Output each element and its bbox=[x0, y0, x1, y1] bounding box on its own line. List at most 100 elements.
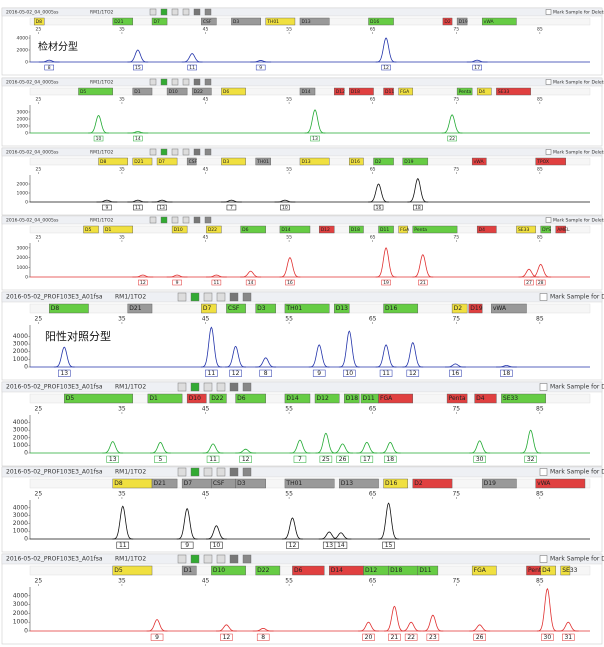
marker-box[interactable] bbox=[151, 17, 168, 26]
toolbar-icon[interactable] bbox=[160, 148, 168, 156]
marker-box[interactable] bbox=[255, 565, 281, 576]
allele-box[interactable] bbox=[226, 204, 237, 211]
allele-box[interactable] bbox=[426, 633, 440, 641]
toolbar-icon[interactable] bbox=[177, 554, 187, 564]
allele-box[interactable] bbox=[473, 455, 486, 463]
allele-box[interactable] bbox=[293, 455, 307, 463]
marker-box[interactable] bbox=[64, 393, 134, 404]
toolbar-icon[interactable] bbox=[171, 8, 179, 16]
marker-box[interactable] bbox=[112, 565, 153, 576]
allele-box[interactable] bbox=[187, 64, 197, 71]
delete-checkbox[interactable] bbox=[539, 555, 548, 563]
marker-box[interactable] bbox=[446, 393, 468, 404]
allele-box[interactable] bbox=[102, 204, 112, 211]
allele-box[interactable] bbox=[259, 369, 272, 377]
allele-box[interactable] bbox=[524, 279, 534, 286]
marker-box[interactable] bbox=[456, 17, 468, 26]
marker-box[interactable] bbox=[476, 225, 497, 234]
allele-box[interactable] bbox=[382, 541, 395, 549]
allele-box[interactable] bbox=[280, 204, 290, 211]
marker-box[interactable] bbox=[383, 87, 394, 96]
marker-box[interactable] bbox=[299, 87, 316, 96]
allele-box[interactable] bbox=[310, 135, 320, 142]
marker-box[interactable] bbox=[221, 157, 246, 166]
toolbar-icon[interactable] bbox=[203, 292, 213, 302]
marker-box[interactable] bbox=[451, 303, 468, 314]
toolbar-icon[interactable] bbox=[229, 554, 239, 564]
marker-box[interactable] bbox=[166, 87, 188, 96]
allele-box[interactable] bbox=[379, 369, 393, 377]
allele-box[interactable] bbox=[205, 369, 218, 377]
marker-box[interactable] bbox=[284, 303, 330, 314]
allele-box[interactable] bbox=[58, 369, 71, 377]
toolbar-icon[interactable] bbox=[182, 78, 190, 86]
delete-checkbox[interactable] bbox=[545, 217, 552, 223]
toolbar-icon[interactable] bbox=[216, 382, 226, 392]
marker-box[interactable] bbox=[255, 303, 276, 314]
allele-box[interactable] bbox=[447, 135, 457, 142]
marker-box[interactable] bbox=[555, 225, 566, 234]
allele-box[interactable] bbox=[362, 633, 375, 641]
marker-box[interactable] bbox=[368, 17, 394, 26]
allele-box[interactable] bbox=[93, 135, 104, 142]
allele-box[interactable] bbox=[180, 541, 194, 549]
allele-box[interactable] bbox=[562, 633, 575, 641]
marker-box[interactable] bbox=[378, 225, 394, 234]
marker-box[interactable] bbox=[412, 225, 458, 234]
toolbar-icon[interactable] bbox=[190, 292, 200, 302]
marker-box[interactable] bbox=[535, 478, 586, 489]
marker-box[interactable] bbox=[496, 87, 531, 96]
toolbar-icon[interactable] bbox=[204, 8, 212, 16]
toolbar-icon[interactable] bbox=[171, 148, 179, 156]
toolbar-icon[interactable] bbox=[204, 148, 212, 156]
marker-box[interactable] bbox=[78, 87, 113, 96]
allele-box[interactable] bbox=[383, 455, 397, 463]
allele-box[interactable] bbox=[255, 64, 266, 71]
marker-box[interactable] bbox=[151, 478, 178, 489]
marker-box[interactable] bbox=[349, 87, 374, 96]
toolbar-icon[interactable] bbox=[203, 554, 213, 564]
marker-box[interactable] bbox=[378, 393, 414, 404]
toolbar-icon[interactable] bbox=[216, 292, 226, 302]
allele-box[interactable] bbox=[157, 204, 167, 211]
marker-box[interactable] bbox=[349, 157, 364, 166]
marker-box[interactable] bbox=[474, 393, 497, 404]
marker-box[interactable] bbox=[402, 157, 429, 166]
allele-box[interactable] bbox=[473, 633, 486, 641]
marker-box[interactable] bbox=[535, 157, 566, 166]
marker-box[interactable] bbox=[481, 17, 517, 26]
allele-box[interactable] bbox=[286, 541, 299, 549]
allele-box[interactable] bbox=[44, 64, 54, 71]
allele-box[interactable] bbox=[418, 279, 428, 286]
marker-box[interactable] bbox=[471, 157, 487, 166]
allele-box[interactable] bbox=[133, 64, 143, 71]
allele-box[interactable] bbox=[343, 369, 356, 377]
delete-checkbox[interactable] bbox=[539, 293, 548, 301]
marker-box[interactable] bbox=[112, 17, 134, 26]
toolbar-icon[interactable] bbox=[242, 554, 252, 564]
marker-box[interactable] bbox=[334, 87, 345, 96]
allele-box[interactable] bbox=[472, 64, 482, 71]
allele-box[interactable] bbox=[334, 541, 348, 549]
allele-box[interactable] bbox=[116, 541, 130, 549]
toolbar-icon[interactable] bbox=[229, 467, 239, 477]
marker-box[interactable] bbox=[103, 225, 134, 234]
marker-box[interactable] bbox=[284, 478, 335, 489]
delete-checkbox[interactable] bbox=[545, 79, 552, 85]
marker-box[interactable] bbox=[468, 303, 483, 314]
toolbar-icon[interactable] bbox=[190, 554, 200, 564]
marker-box[interactable] bbox=[265, 17, 296, 26]
toolbar-icon[interactable] bbox=[149, 216, 157, 224]
allele-box[interactable] bbox=[206, 455, 220, 463]
allele-box[interactable] bbox=[210, 541, 223, 549]
allele-box[interactable] bbox=[211, 279, 222, 286]
delete-checkbox[interactable] bbox=[545, 9, 552, 15]
marker-box[interactable] bbox=[49, 303, 89, 314]
allele-box[interactable] bbox=[381, 279, 391, 286]
allele-box[interactable] bbox=[172, 279, 182, 286]
allele-box[interactable] bbox=[229, 369, 242, 377]
toolbar-icon[interactable] bbox=[203, 467, 213, 477]
marker-box[interactable] bbox=[299, 157, 330, 166]
marker-box[interactable] bbox=[284, 393, 311, 404]
marker-box[interactable] bbox=[501, 393, 546, 404]
